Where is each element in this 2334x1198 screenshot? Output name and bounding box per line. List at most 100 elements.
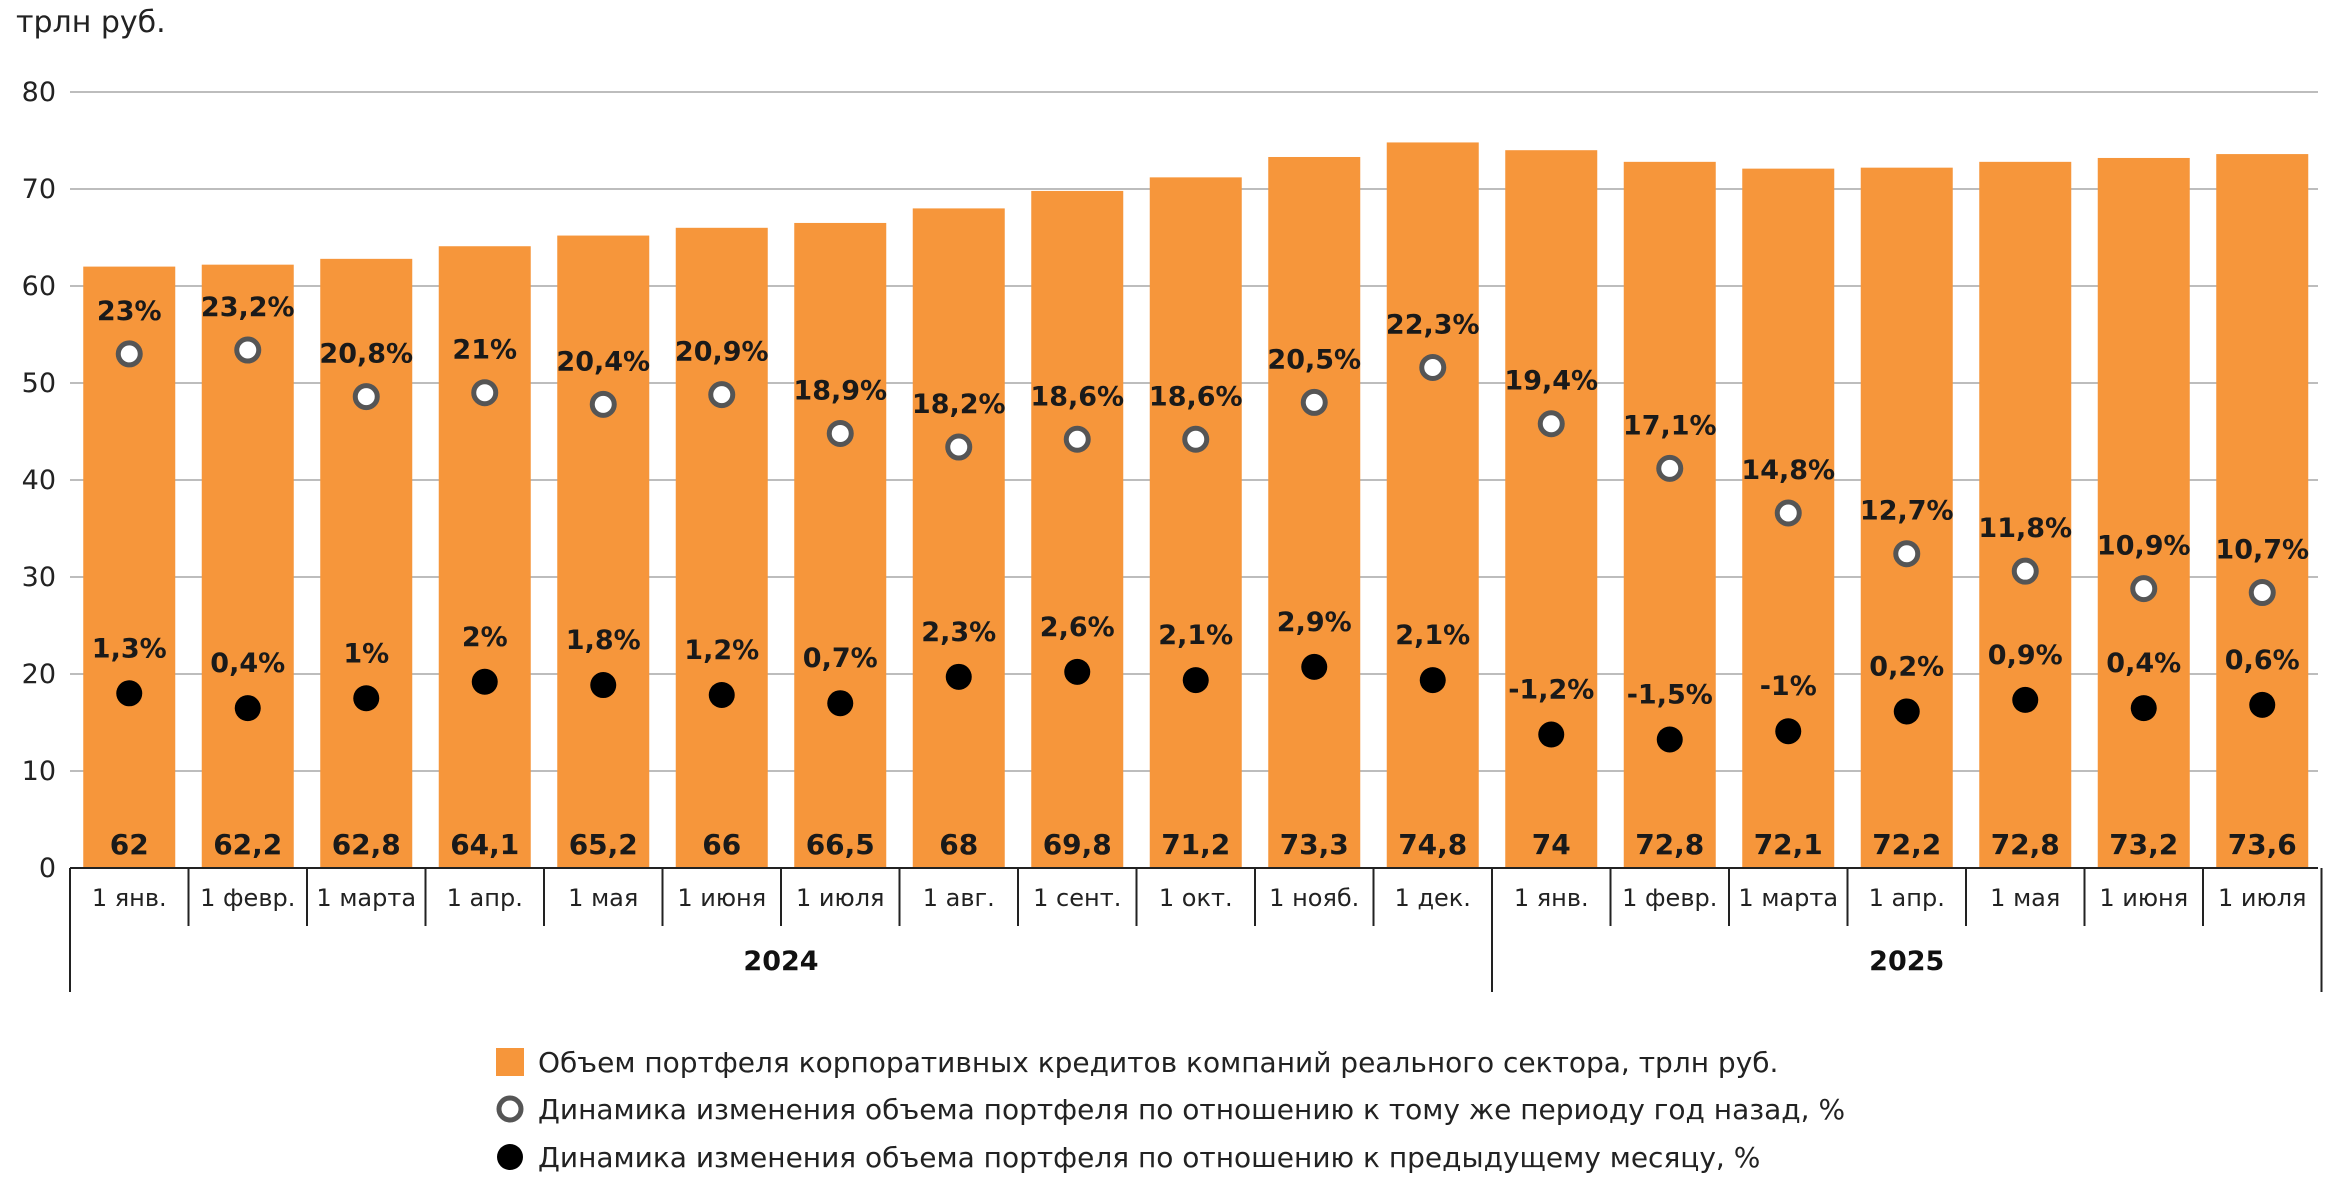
mom-data-label: 2,9% (1277, 607, 1352, 638)
mom-point (2130, 695, 2157, 722)
bar-value-label: 72,8 (1635, 828, 1704, 861)
y-tick-label: 10 (22, 756, 56, 787)
yoy-data-label: 18,9% (793, 375, 887, 406)
x-tick-label: 1 июля (2218, 884, 2306, 912)
mom-data-label: 0,9% (1988, 640, 2063, 671)
bar-value-label: 62,2 (213, 828, 282, 861)
bar (912, 208, 1005, 868)
bars: 62 62,2 62,8 64,1 65,2 66 66,5 68 69,8 71,2 73,3 74… (83, 142, 2309, 869)
mom-point (1182, 667, 1209, 694)
bar (1149, 177, 1242, 869)
yoy-point (708, 381, 736, 409)
mom-point (353, 685, 380, 712)
yoy-data-label: 14,8% (1741, 455, 1835, 486)
bar (320, 258, 413, 869)
mom-point (708, 681, 735, 708)
mom-point (1538, 721, 1565, 748)
yoy-point (1774, 499, 1802, 527)
markers: 23% 23,2% 20,8% 21% 20,4% 20,9% 18,9% 18,2% 18,6… (92, 292, 2309, 753)
legend-label-mom: Динамика изменения объема портфеля по от… (538, 1141, 1760, 1174)
yoy-point (1893, 540, 1921, 568)
mom-point (827, 690, 854, 717)
legend-item-mom: Динамика изменения объема портфеля по от… (497, 1141, 1760, 1174)
yoy-point (2248, 579, 2276, 607)
x-tick-label: 1 июля (796, 884, 884, 912)
x-tick-label: 1 авг. (923, 884, 995, 912)
bar (1386, 142, 1479, 868)
mom-data-label: 2,1% (1158, 620, 1233, 651)
yoy-point (1537, 410, 1565, 438)
yoy-data-label: 22,3% (1386, 309, 1480, 340)
yoy-data-label: 12,7% (1860, 496, 1954, 527)
year-label: 2025 (1869, 946, 1944, 977)
mom-data-label: 0,4% (210, 648, 285, 679)
mom-point (471, 668, 498, 695)
yoy-point (115, 340, 143, 368)
mom-point (1775, 718, 1802, 745)
yoy-point (471, 379, 499, 407)
mom-data-label: 0,7% (803, 643, 878, 674)
mom-data-label: -1,5% (1627, 679, 1713, 710)
bar-value-label: 65,2 (569, 828, 638, 861)
legend-item-portfolio: Объем портфеля корпоративных кредитов ко… (496, 1046, 1778, 1079)
mom-point (1656, 726, 1683, 753)
mom-data-label: 1,8% (566, 625, 641, 656)
legend-item-yoy: Динамика изменения объема портфеля по от… (496, 1093, 1845, 1126)
bar (557, 235, 650, 868)
x-tick-label: 1 сент. (1033, 884, 1121, 912)
x-axis: 1 янв. 1 февр. 1 марта 1 апр. 1 мая 1 июня 1 и… (69, 867, 2323, 992)
y-tick-label: 20 (22, 659, 56, 690)
x-tick-label: 1 февр. (1622, 884, 1717, 912)
mom-point (234, 695, 261, 722)
yoy-point (826, 419, 854, 447)
yoy-data-label: 20,4% (556, 346, 650, 377)
x-tick-label: 1 июня (2099, 884, 2188, 912)
yoy-data-label: 19,4% (1504, 366, 1598, 397)
bar-value-label: 66,5 (806, 828, 875, 861)
bar (1031, 190, 1124, 868)
x-tick-label: 1 мая (568, 884, 638, 912)
bar (2097, 157, 2190, 868)
y-tick-label: 40 (22, 465, 56, 496)
yoy-point (352, 383, 380, 411)
mom-point (1893, 698, 1920, 725)
legend-marker-solid (497, 1144, 523, 1170)
legend-label-portfolio: Объем портфеля корпоративных кредитов ко… (538, 1046, 1778, 1079)
x-tick-label: 1 янв. (1514, 884, 1589, 912)
bar (1860, 167, 1953, 868)
yoy-data-label: 23% (97, 296, 162, 327)
mom-data-label: 2% (462, 622, 508, 653)
yoy-point (945, 433, 973, 461)
yoy-data-label: 11,8% (1978, 513, 2072, 544)
yoy-point (589, 390, 617, 418)
bar (1505, 150, 1598, 868)
mom-point (945, 663, 972, 690)
yoy-point (1419, 353, 1447, 381)
bar (438, 246, 531, 869)
yoy-data-label: 18,6% (1030, 381, 1124, 412)
mom-data-label: -1,2% (1508, 675, 1594, 706)
x-tick-label: 1 апр. (1869, 884, 1945, 912)
yoy-point (2130, 575, 2158, 603)
yoy-point (234, 336, 262, 364)
bar-value-label: 62 (110, 828, 149, 861)
bar-value-label: 73,6 (2228, 828, 2297, 861)
bar (1623, 161, 1716, 869)
bar-value-label: 74,8 (1398, 828, 1467, 861)
y-tick-label: 50 (22, 368, 56, 399)
bar-value-label: 69,8 (1043, 828, 1112, 861)
year-label: 2024 (743, 946, 818, 977)
legend-label-yoy: Динамика изменения объема портфеля по от… (538, 1093, 1845, 1126)
mom-data-label: 0,2% (1869, 651, 1944, 682)
bar-value-label: 74 (1532, 828, 1571, 861)
x-tick-label: 1 апр. (447, 884, 523, 912)
x-tick-label: 1 дек. (1395, 884, 1471, 912)
yoy-point (1063, 425, 1091, 453)
yoy-data-label: 18,2% (912, 389, 1006, 420)
bar-value-label: 68 (939, 828, 978, 861)
legend-swatch-bar (496, 1048, 524, 1076)
y-tick-label: 80 (22, 77, 56, 108)
yoy-data-label: 23,2% (201, 292, 295, 323)
mom-data-label: 0,4% (2106, 648, 2181, 679)
mom-data-label: 1% (343, 638, 389, 669)
